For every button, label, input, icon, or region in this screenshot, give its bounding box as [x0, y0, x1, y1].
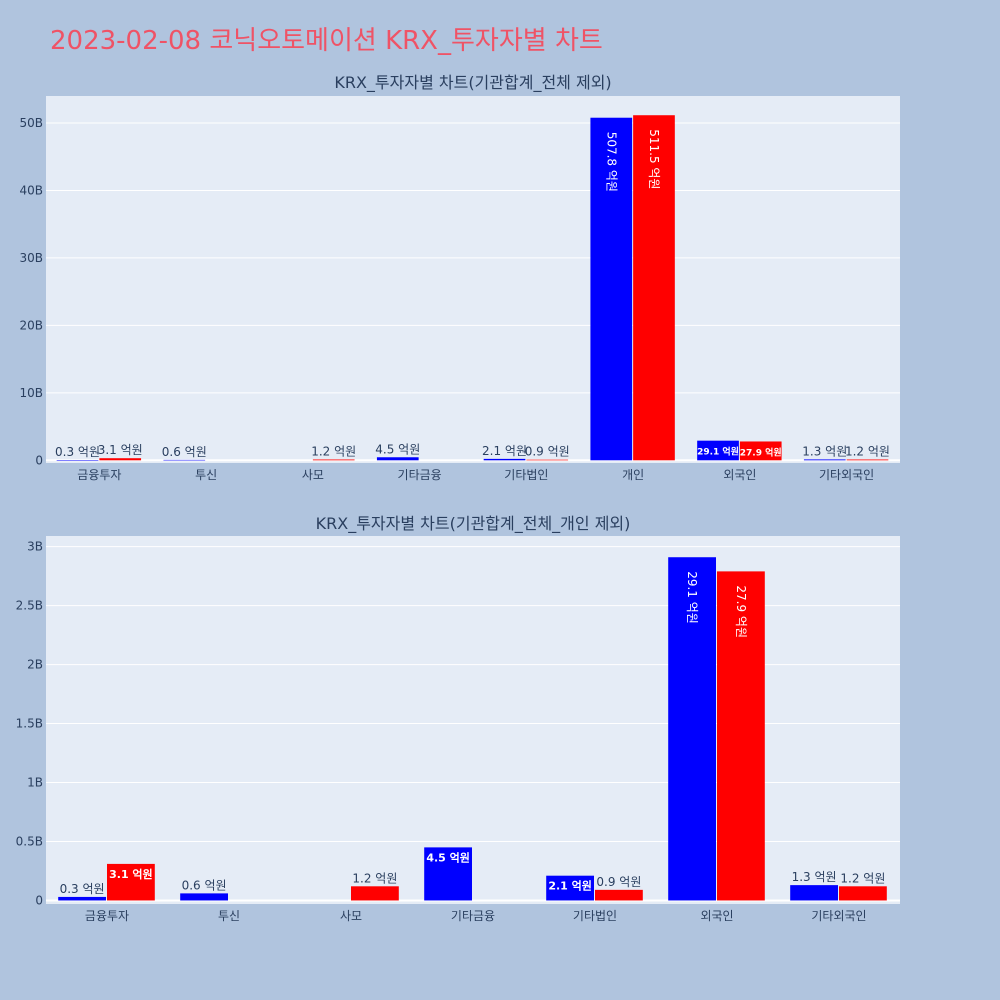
bar [739, 441, 782, 461]
bar [590, 117, 633, 461]
bar [546, 875, 594, 901]
bar [351, 886, 399, 901]
bar [595, 889, 643, 901]
x-tick-label: 기타외국인 [811, 909, 866, 923]
chart-2: KRX_투자자별 차트(기관합계_전체_개인 제외) 0 0.5B 1B 1.5B 2B 2… [16, 514, 900, 923]
x-tick-label: 투신 [195, 468, 217, 482]
x-tick-label: 개인 [622, 468, 644, 482]
bar [58, 896, 106, 901]
data-label: 0.6 억원 [162, 445, 207, 459]
y-tick-label: 1.5B [16, 717, 43, 731]
y-tick-label: 0.5B [16, 834, 43, 848]
data-label: 0.3 억원 [55, 445, 100, 459]
chart-title: KRX_투자자별 차트(기관합계_전체_개인 제외) [316, 514, 631, 534]
data-label: 29.1 억원 [685, 571, 699, 624]
data-label: 29.1 억원 [697, 446, 739, 458]
bar [803, 459, 846, 461]
bar [376, 457, 419, 461]
y-tick-label: 2B [27, 658, 43, 672]
data-label: 1.3 억원 [802, 444, 847, 458]
bar [668, 557, 716, 901]
plot-area [46, 96, 900, 463]
bar [163, 459, 206, 461]
bar [180, 893, 228, 901]
data-label: 27.9 억원 [734, 585, 748, 638]
bar [424, 847, 472, 901]
bar [312, 459, 355, 461]
x-tick-label: 투신 [218, 909, 240, 923]
y-tick-label: 20B [19, 318, 43, 332]
bar [107, 863, 155, 901]
y-tick-label: 30B [19, 251, 43, 265]
bar [633, 115, 675, 461]
data-label: 0.9 억원 [596, 875, 641, 889]
plot-area [46, 536, 900, 904]
x-tick-label: 기타금융 [398, 468, 442, 482]
bar [697, 440, 739, 461]
x-tick-label: 외국인 [700, 909, 733, 923]
bar [483, 458, 526, 461]
x-tick-label: 외국인 [723, 468, 756, 482]
main-title: 2023-02-08 코닉오토메이션 KRX_투자자별 차트 [50, 26, 603, 56]
data-label: 2.1 억원 [482, 444, 527, 458]
y-tick-label: 40B [19, 183, 43, 197]
x-tick-label: 기타법인 [504, 468, 548, 482]
data-label: 1.2 억원 [352, 871, 397, 885]
data-label: 3.1 억원 [109, 867, 153, 881]
data-label: 0.6 억원 [182, 878, 227, 892]
data-label: 1.3 억원 [792, 870, 837, 884]
data-label: 27.9 억원 [740, 446, 782, 458]
data-label: 2.1 억원 [548, 879, 592, 893]
bar [846, 459, 889, 461]
data-label: 4.5 억원 [426, 850, 470, 864]
y-tick-label: 0 [35, 893, 43, 907]
bar [56, 460, 99, 461]
y-tick-label: 10B [19, 386, 43, 400]
chart-1: KRX_투자자별 차트(기관합계_전체 제외) 0 10B 20B 30B 40B 50B 금… [19, 73, 900, 482]
data-label: 1.2 억원 [311, 444, 356, 458]
data-label: 507.8 억원 [604, 132, 618, 192]
x-tick-label: 금융투자 [77, 468, 121, 482]
data-label: 1.2 억원 [840, 871, 885, 885]
data-label: 0.3 억원 [60, 882, 105, 896]
x-tick-label: 기타법인 [573, 909, 617, 923]
bar [790, 885, 838, 901]
chart-title: KRX_투자자별 차트(기관합계_전체 제외) [334, 73, 611, 93]
y-tick-label: 3B [27, 540, 43, 554]
bar [717, 571, 765, 901]
bar [839, 886, 887, 901]
data-label: 511.5 억원 [647, 129, 661, 189]
x-tick-label: 사모 [302, 468, 324, 482]
x-tick-label: 금융투자 [85, 909, 129, 923]
x-tick-label: 기타외국인 [819, 468, 874, 482]
data-label: 1.2 억원 [845, 444, 890, 458]
bar [526, 459, 569, 461]
bar [99, 458, 142, 461]
y-tick-label: 50B [19, 116, 43, 130]
y-tick-label: 2.5B [16, 599, 43, 613]
y-tick-label: 0 [35, 453, 43, 467]
data-label: 4.5 억원 [375, 442, 420, 456]
data-label: 0.9 억원 [525, 445, 570, 459]
y-tick-label: 1B [27, 776, 43, 790]
x-tick-label: 사모 [340, 909, 362, 923]
data-label: 3.1 억원 [98, 443, 143, 457]
x-tick-label: 기타금융 [451, 909, 495, 923]
